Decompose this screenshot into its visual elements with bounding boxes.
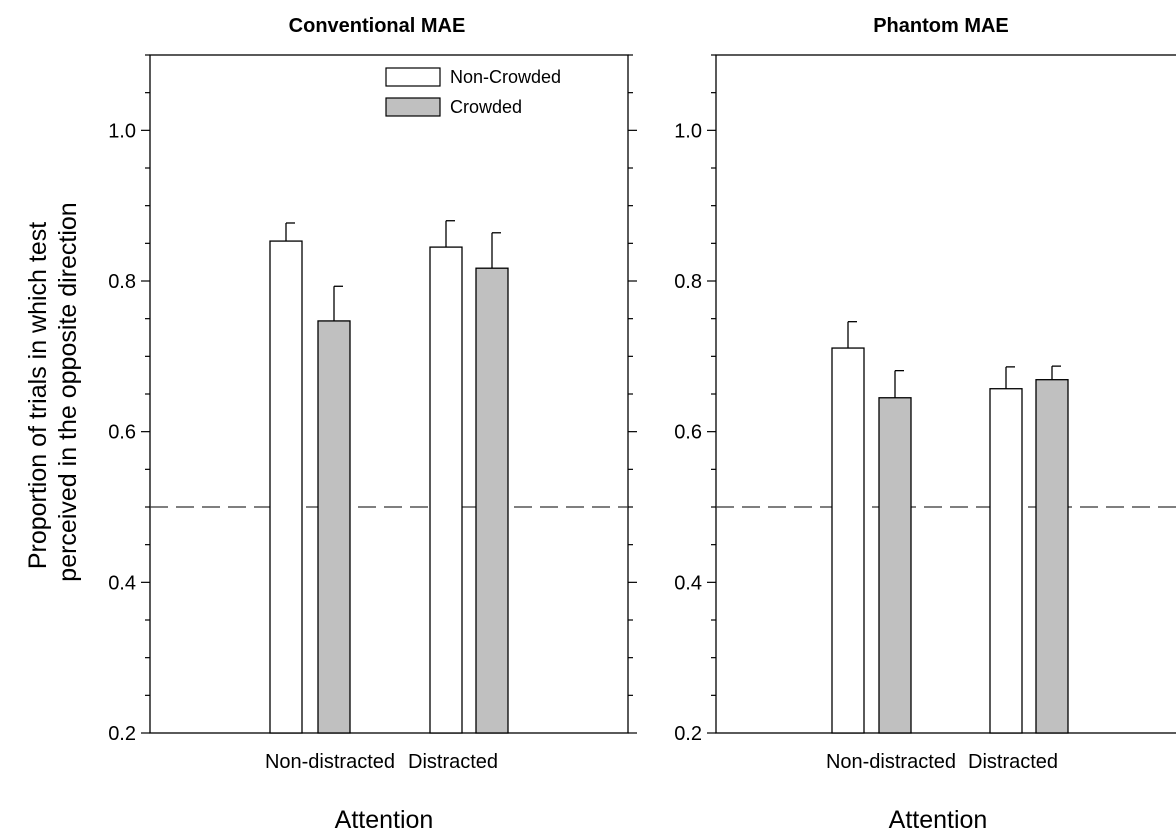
bar [1035, 379, 1069, 734]
panel-phantom-mae: Phantom MAE 0.2 0.4 0.6 0.8 1.0 Non-distracted… [674, 15, 1176, 834]
x-category-label: Non-distracted [826, 751, 956, 773]
bar [475, 267, 509, 734]
y-axis-label-line-1: Proportion of trials in which test [24, 222, 52, 569]
bar [269, 240, 303, 734]
bar [429, 246, 463, 734]
legend-swatch [385, 67, 441, 87]
x-category-label: Distracted [968, 751, 1058, 773]
y-tick-label: 0.8 [108, 271, 136, 293]
y-tick-label: 1.0 [108, 120, 136, 142]
y-tick-label: 0.2 [108, 723, 136, 745]
plot-frame [149, 54, 629, 734]
panel-title: Phantom MAE [873, 15, 1009, 37]
y-axis-label-line-2: perceived in the opposite direction [54, 202, 82, 581]
bar [831, 347, 865, 734]
y-tick-label: 0.8 [674, 271, 702, 293]
x-axis-label: Attention [889, 806, 988, 834]
legend-swatch [385, 97, 441, 117]
x-category-label: Distracted [408, 751, 498, 773]
y-tick-label: 1.0 [674, 120, 702, 142]
panel-title: Conventional MAE [289, 15, 466, 37]
plot-frame [715, 54, 1176, 734]
bar [317, 320, 351, 734]
y-tick-label: 0.4 [108, 572, 136, 594]
legend-label: Non-Crowded [450, 67, 561, 87]
x-category-label: Non-distracted [265, 751, 395, 773]
panel-conventional-mae: Conventional MAE 0.2 0.4 0.6 0.8 1.0 Non-distr… [108, 15, 637, 834]
bar [989, 388, 1023, 734]
y-tick-label: 0.2 [674, 723, 702, 745]
bar [878, 397, 912, 734]
legend-label: Crowded [450, 97, 522, 117]
x-axis-label: Attention [335, 806, 434, 834]
y-axis-label: Proportion of trials in which test perce… [24, 202, 82, 581]
y-tick-label: 0.6 [108, 422, 136, 444]
y-tick-label: 0.6 [674, 422, 702, 444]
y-tick-label: 0.4 [674, 572, 702, 594]
